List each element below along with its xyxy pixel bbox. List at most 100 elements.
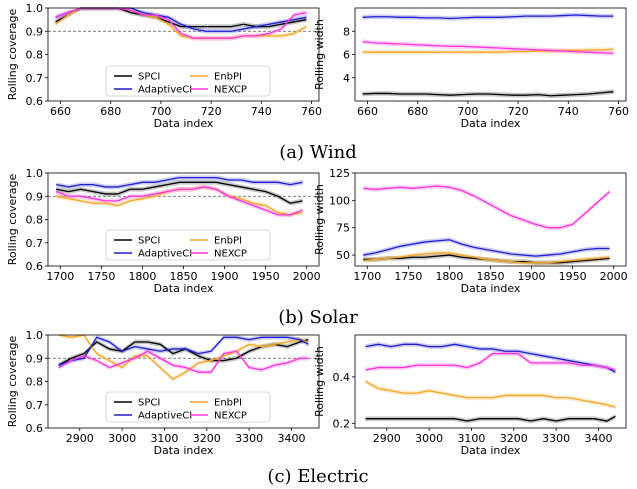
y-tick-label: 0.7 — [26, 399, 44, 412]
y-tick-label: 0.6 — [26, 260, 44, 273]
x-tick-label: 700 — [457, 105, 478, 118]
y-tick-label: 0.7 — [26, 72, 44, 85]
band-adaptiveci — [55, 8, 307, 34]
legend-label-nexcp: NEXCP — [214, 411, 247, 422]
x-tick-label: 3300 — [235, 432, 263, 445]
caption-solar: (b) Solar — [278, 307, 358, 328]
x-tick-label: 1750 — [87, 270, 115, 283]
band-nexcp — [365, 351, 616, 373]
x-tick-label: 3200 — [500, 432, 528, 445]
y-tick-label: 8 — [343, 25, 350, 38]
caption-electric: (c) Electric — [267, 466, 368, 487]
legend-label-nexcp: NEXCP — [214, 249, 247, 260]
band-nexcp — [363, 183, 610, 231]
series-line-enbpi — [58, 334, 309, 380]
x-tick-label: 740 — [558, 105, 579, 118]
x-tick-label: 680 — [100, 105, 121, 118]
x-axis-label: Data index — [461, 117, 521, 130]
series-line-nexcp — [365, 352, 616, 371]
series-line-nexcp — [55, 186, 303, 216]
chart-panel-5: 2900 3000 3100 3200 3300 3400 0.6 0.7 0.8 0.9 1.0 D… — [6, 329, 320, 457]
x-axis-label: Data index — [154, 282, 214, 295]
legend-box — [105, 229, 271, 261]
x-tick-label: 1850 — [477, 270, 505, 283]
legend-label-adaptiveci: AdaptiveCI — [138, 249, 192, 260]
x-tick-label: 1700 — [353, 270, 381, 283]
series-line-nexcp — [363, 185, 611, 229]
series-line-adaptiveci — [58, 336, 309, 366]
x-tick-label: 3400 — [277, 432, 305, 445]
y-tick-label: 0.9 — [26, 25, 44, 38]
series-line-nexcp — [362, 41, 614, 54]
x-tick-label: 3400 — [584, 432, 612, 445]
y-axis-label: Rolling width — [313, 346, 326, 417]
x-tick-label: 1900 — [211, 270, 239, 283]
legend: SPCI EnbPI AdaptiveCI NEXCP — [105, 65, 271, 97]
chart-panel-1: 660 680 700 720 740 760 0.6 0.7 0.8 0.9 1.0 Data in… — [6, 2, 322, 130]
x-tick-label: 1850 — [170, 270, 198, 283]
x-tick-label: 720 — [508, 105, 529, 118]
x-tick-label: 1800 — [128, 270, 156, 283]
y-axis-label: Rolling coverage — [6, 173, 19, 265]
y-tick-label: 0.8 — [26, 376, 44, 389]
x-tick-label: 2900 — [373, 432, 401, 445]
band-enbpi — [365, 379, 616, 410]
y-tick-label: 0.2 — [333, 417, 351, 430]
x-tick-label: 760 — [301, 105, 322, 118]
series-line-enbpi — [365, 380, 616, 408]
y-tick-label: 6 — [343, 49, 350, 62]
x-tick-label: 1700 — [46, 270, 74, 283]
chart-panel-2: 660 680 700 720 740 760 4 6 8 Data index Rolling w… — [313, 7, 629, 130]
legend-label-adaptiveci: AdaptiveCI — [138, 411, 192, 422]
y-tick-label: 1.0 — [26, 167, 44, 180]
y-tick-label: 0.6 — [26, 95, 44, 108]
x-tick-label: 740 — [251, 105, 272, 118]
y-tick-label: 125 — [329, 167, 350, 180]
y-tick-label: 1.0 — [26, 329, 44, 342]
y-tick-label: 1.0 — [26, 2, 44, 15]
plot-frame — [354, 334, 627, 429]
y-axis-label: Rolling width — [313, 184, 326, 255]
legend: SPCI EnbPI AdaptiveCI NEXCP — [105, 391, 271, 423]
x-tick-label: 3100 — [150, 432, 178, 445]
chart-panel-4: 1700 1750 1800 1850 1900 1950 2000 50 75 100 125 Da… — [313, 167, 628, 295]
series-line-enbpi — [363, 252, 610, 264]
x-axis-label: Data index — [154, 444, 214, 457]
y-axis-label: Rolling coverage — [6, 8, 19, 100]
y-tick-label: 4 — [343, 72, 350, 85]
band-adaptiveci — [58, 335, 309, 368]
x-tick-label: 3200 — [193, 432, 221, 445]
y-tick-label: 100 — [329, 194, 350, 207]
y-tick-label: 0.8 — [26, 49, 44, 62]
x-axis-label: Data index — [154, 117, 214, 130]
series-line-adaptiveci — [365, 343, 616, 373]
x-tick-label: 1950 — [252, 270, 280, 283]
chart-panel-3: 1700 1750 1800 1850 1900 1950 2000 0.6 0.7 0.8 0.9… — [6, 167, 321, 295]
legend-box — [105, 65, 271, 97]
y-tick-label: 0.7 — [26, 237, 44, 250]
band-nexcp — [58, 348, 309, 375]
band-adaptiveci — [56, 175, 303, 190]
legend: SPCI EnbPI AdaptiveCI NEXCP — [105, 229, 271, 261]
legend-label-spci: SPCI — [138, 72, 160, 83]
x-tick-label: 660 — [357, 105, 378, 118]
legend-label-nexcp: NEXCP — [214, 85, 247, 96]
x-axis-label: Data index — [461, 444, 521, 457]
x-tick-label: 2000 — [600, 270, 628, 283]
y-tick-label: 0.9 — [26, 352, 44, 365]
series-line-spci — [362, 91, 614, 97]
series-line-adaptiveci — [362, 14, 614, 20]
series-line-enbpi — [362, 48, 614, 53]
x-tick-label: 3000 — [108, 432, 136, 445]
series-line-spci — [56, 181, 303, 204]
x-tick-label: 1900 — [518, 270, 546, 283]
band-adaptiveci — [363, 237, 610, 259]
y-tick-label: 75 — [336, 222, 350, 235]
y-tick-label: 0.6 — [26, 422, 44, 435]
x-tick-label: 1750 — [394, 270, 422, 283]
legend-label-enbpi: EnbPI — [214, 236, 242, 247]
x-tick-label: 680 — [407, 105, 428, 118]
series-line-nexcp — [58, 350, 309, 373]
x-axis-label: Data index — [461, 282, 521, 295]
